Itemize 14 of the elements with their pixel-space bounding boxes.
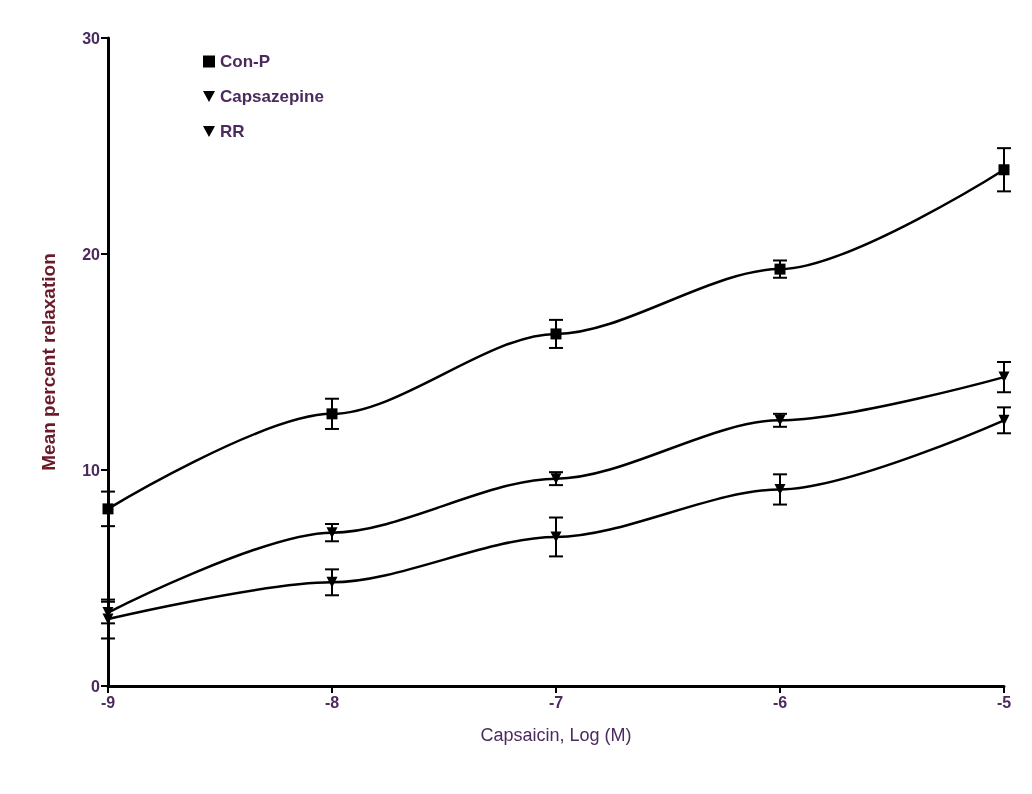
x-tick-label: -8 bbox=[324, 693, 340, 711]
x-axis-title: Capsaicin, Log (M) bbox=[480, 725, 632, 745]
x-tick-label: -5 bbox=[996, 693, 1012, 711]
y-tick-label: 10 bbox=[82, 461, 101, 479]
y-axis-title: Mean percent relaxation bbox=[38, 253, 59, 471]
y-tick-label: 20 bbox=[82, 245, 101, 263]
legend-label: Capsazepine bbox=[220, 87, 324, 106]
y-tick-label: 0 bbox=[91, 677, 101, 695]
legend-label: Con-P bbox=[220, 52, 271, 71]
y-tick-label: 30 bbox=[82, 29, 101, 47]
x-tick-label: -6 bbox=[772, 693, 788, 711]
legend-label: RR bbox=[220, 122, 245, 141]
x-tick-label: -7 bbox=[548, 693, 564, 711]
x-tick-label: -9 bbox=[100, 693, 116, 711]
